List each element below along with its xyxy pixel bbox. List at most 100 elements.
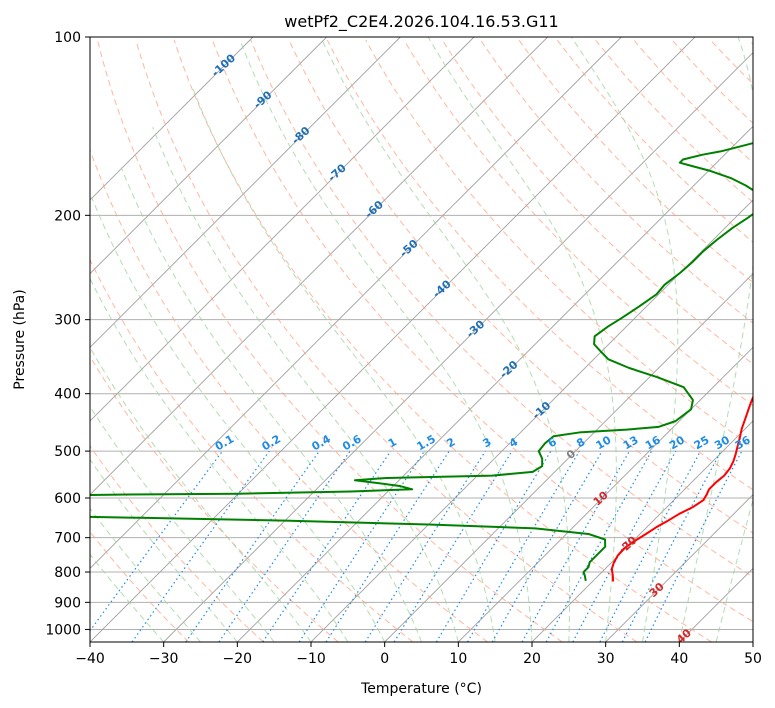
mixing-ratio-label: 6 [546,435,559,450]
dry-adiabat [556,39,753,243]
dry-adiabat [90,445,264,642]
isotherm-label: -50 [397,237,421,260]
dry-adiabat [90,355,339,642]
moist-adiabat [192,87,496,642]
mixing-ratio-line [218,450,351,642]
moist-adiabat [678,37,753,642]
mixing-ratio-label: 0.6 [340,432,364,453]
dry-adiabat [365,39,753,448]
isotherm-line [163,52,753,642]
mixing-ratio-line [572,450,677,642]
data-layer [90,142,753,582]
label-layer: 0.1 0.2 0.4 0.6 1 1.5 2 3 4 6 8 10 13 16 20 25 30 36-100-… [209,51,753,642]
temperature-line [610,395,753,582]
x-tick-label: −30 [149,651,179,667]
mixing-ratio-label: 10 [594,433,614,452]
isotherm-line [237,125,753,642]
moist-adiabat [240,41,533,642]
isotherm-line [90,37,401,348]
moist-adiabat [90,346,312,642]
mixing-ratio-label: 0.1 [213,432,236,453]
dry-adiabat [90,531,190,642]
mixing-ratio-label: 30 [712,433,732,452]
dry-adiabat [710,39,753,85]
moist-adiabat [120,167,422,642]
mixing-ratio-line [364,450,486,642]
moist-adiabat [427,37,617,642]
moist-adiabat [152,127,459,642]
mixing-ratio-line [599,450,702,642]
x-tick-label: −20 [223,651,253,667]
dry-adiabat [135,39,638,642]
isotherm-line [752,641,753,642]
y-tick-label: 700 [54,531,81,547]
grid-layer [90,37,753,642]
isotherm-line [90,37,696,642]
mixing-ratio-line [466,450,580,642]
dry-adiabat [480,39,753,324]
moist-adiabat [90,553,165,642]
x-tick-label: −40 [75,651,105,667]
y-tick-label: 1000 [45,622,81,638]
x-tick-label: 40 [670,651,688,667]
isotherm-label: -10 [530,399,554,422]
dewpoint-line [90,142,753,582]
mixing-ratio-line [521,450,631,642]
y-tick-label: 100 [54,30,81,46]
mixing-ratio-label: 13 [621,433,641,452]
y-tick-label: 800 [54,565,81,581]
y-tick-label: 600 [54,491,81,507]
isotherm-label: 10 [591,489,611,509]
isotherm-line [679,567,753,642]
dry-adiabat [90,258,414,642]
isotherm-label: -30 [464,317,488,340]
moist-adiabat [320,37,571,642]
mixing-ratio-line [185,450,320,642]
mixing-ratio-label: 25 [692,433,712,452]
dry-adiabat [250,39,753,578]
mixing-ratio-label: 1.5 [414,432,437,453]
y-tick-label: 900 [54,595,81,611]
chart-title: wetPf2_C2E4.2026.104.16.53.G11 [284,12,558,32]
isotherm-line [384,273,753,642]
mixing-ratio-label: 0.4 [310,432,334,453]
isotherm-line [90,37,254,201]
isotherm-label: -70 [325,161,349,184]
moist-adiabat [90,277,349,642]
y-axis-label: Pressure (hPa) [12,289,28,389]
moist-adiabat [90,458,238,642]
isotherm-label: -60 [362,198,386,221]
isotherm-line [458,346,753,642]
mixing-ratio-label: 0.2 [260,432,283,453]
dry-adiabat [326,39,753,491]
mixing-ratio-line [644,450,743,642]
isotherm-label: 0 [564,447,579,462]
dry-adiabat [288,39,753,534]
x-tick-label: 50 [744,651,762,667]
dry-adiabat [90,148,488,642]
x-tick-label: 30 [597,651,615,667]
x-tick-label: 20 [523,651,541,667]
mixing-ratio-label: 4 [507,435,520,450]
mixing-ratio-label: 3 [480,435,493,450]
dry-adiabat [595,39,753,203]
dry-adiabat [518,39,753,284]
mixing-ratio-line [435,450,552,642]
dry-adiabat [633,39,753,164]
mixing-ratio-line [325,450,450,642]
mixing-ratio-line [393,450,513,642]
isotherm-line [90,37,548,496]
moist-adiabat [90,507,201,642]
moist-adiabat [570,37,679,642]
x-axis-label: Temperature (°C) [360,681,482,697]
dry-adiabat [173,39,712,642]
y-tick-label: 500 [54,444,81,460]
mixing-ratio-label: 16 [643,433,663,452]
x-tick-label: 0 [380,651,389,667]
mixing-ratio-label: 20 [667,433,687,452]
moist-adiabat [91,196,386,642]
mixing-ratio-line [298,450,425,642]
y-tick-label: 300 [54,313,81,329]
mixing-ratio-label: 8 [574,435,587,450]
